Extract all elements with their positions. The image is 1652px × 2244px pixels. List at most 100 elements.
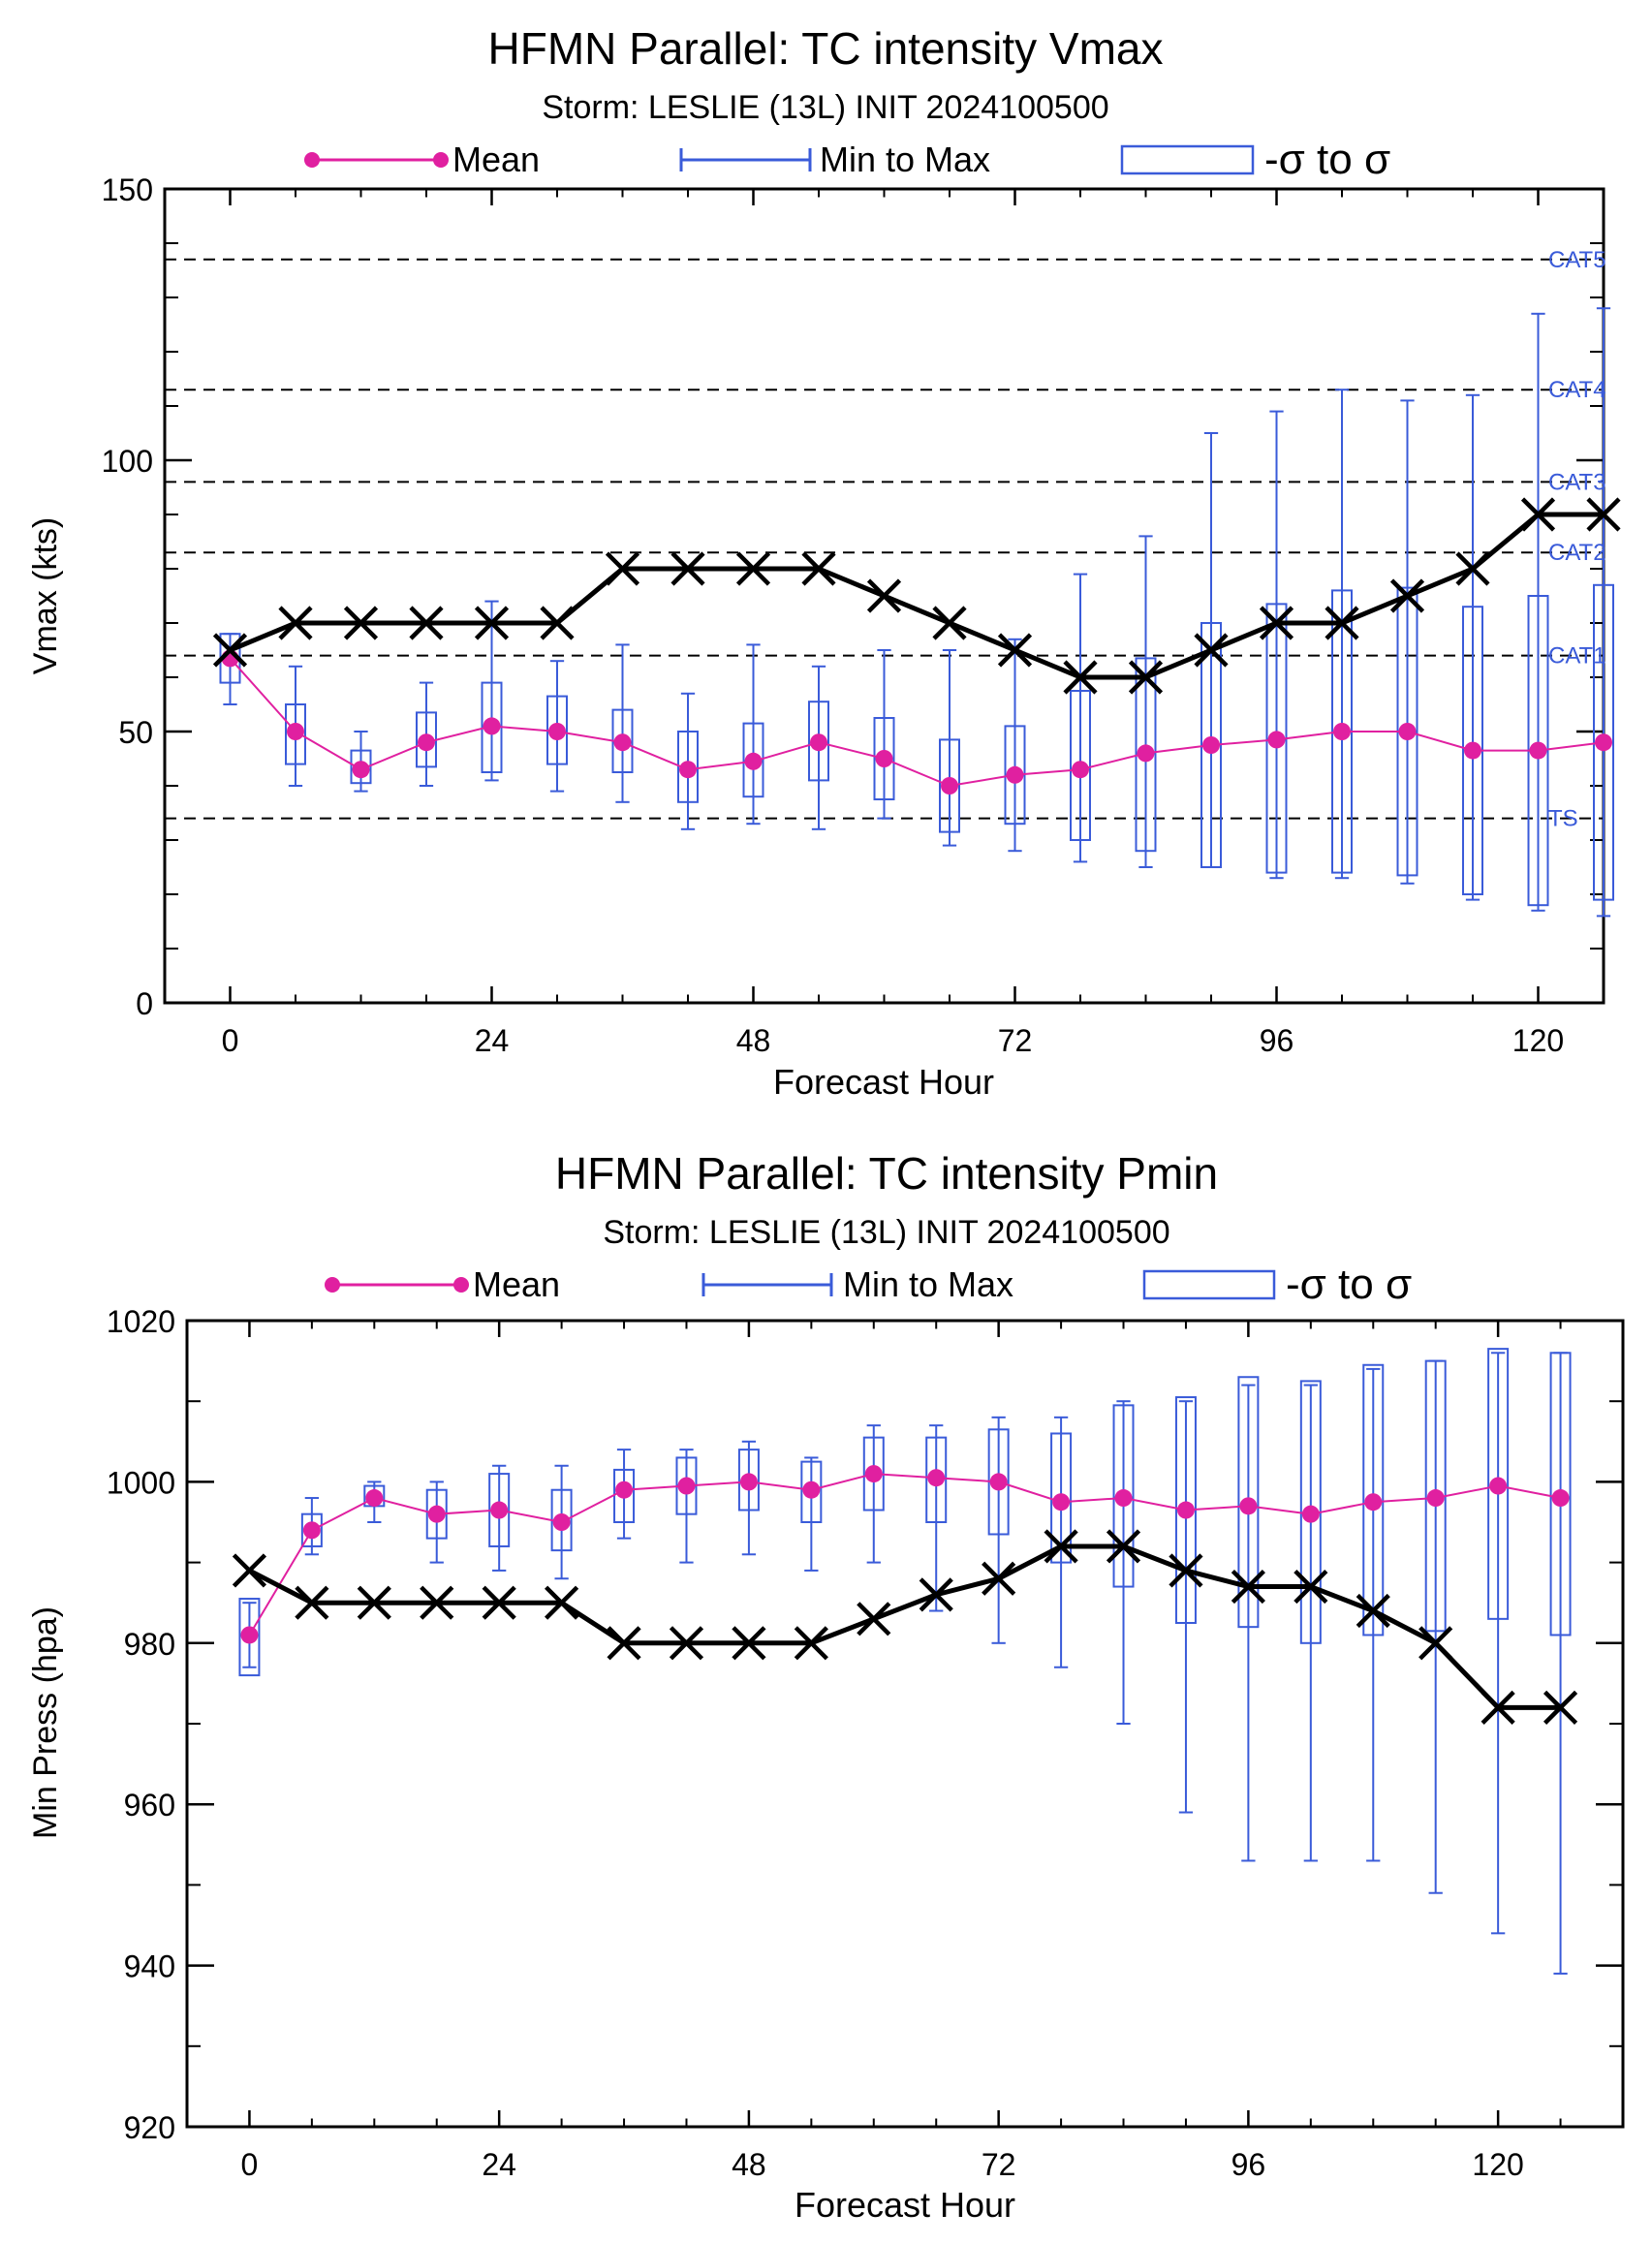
chart1-observed-line <box>229 512 1604 680</box>
chart1-observed-point <box>1063 660 1098 695</box>
chart1-mean-point <box>744 752 763 770</box>
chart2-mean-point <box>240 1626 259 1644</box>
chart1-mean-point <box>287 723 304 740</box>
chart2-observed-point <box>1294 1569 1328 1605</box>
chart1-observed-point <box>932 606 967 640</box>
chart1-sigma-box <box>1135 657 1157 853</box>
chart1-legend-mean-label: Mean <box>452 140 540 179</box>
chart2-frame <box>185 1319 1625 2129</box>
chart1-ylabel: Vmax (kts) <box>27 517 64 674</box>
chart1-observed-point <box>1128 660 1164 695</box>
chart2-ytick-label: 940 <box>124 1949 175 1984</box>
chart2-legend-sigma-box <box>1142 1269 1276 1300</box>
chart2-mean-point <box>677 1477 696 1495</box>
chart2-xtick-label: 120 <box>1472 2147 1523 2182</box>
chart2-legend-mean-label: Mean <box>473 1264 560 1304</box>
chart1-sigma-box <box>873 717 895 800</box>
chart1-mean-point <box>941 777 958 795</box>
chart1-mean-point <box>1202 736 1220 754</box>
chart2-mean-point <box>1114 1489 1133 1508</box>
chart1-mean-point <box>679 761 697 779</box>
chart2-ytick-label: 960 <box>124 1788 175 1823</box>
chart1-observed-point <box>1586 497 1621 532</box>
chart2-ytick-label: 920 <box>124 2110 175 2145</box>
chart1-mean-point <box>613 733 632 752</box>
chart1-mean-point <box>1333 723 1351 740</box>
chart1-mean-point <box>418 733 435 752</box>
chart2-observed-point <box>295 1585 329 1620</box>
chart2-sigma-box <box>737 1449 760 1512</box>
chart1-observed-point <box>1325 606 1359 640</box>
chart2-legend-mean-marker <box>325 1277 340 1293</box>
chart1-mean-point <box>1529 741 1547 760</box>
chart2-mean-point <box>365 1489 384 1508</box>
chart2-mean-point <box>1489 1477 1508 1495</box>
chart1-sigma-box <box>1593 583 1614 901</box>
chart1-sigma-box <box>677 731 699 803</box>
chart1-mean-point <box>548 723 566 740</box>
chart2-mean-point <box>490 1501 509 1519</box>
chart2-observed-point <box>1356 1593 1390 1629</box>
chart2-observed-point <box>1106 1529 1141 1564</box>
chart1-observed-point <box>997 633 1033 668</box>
chart1-xtick-label: 0 <box>222 1023 239 1058</box>
chart1-ytick-label: 100 <box>102 444 153 479</box>
chart1-observed-point <box>1455 551 1490 586</box>
chart2-observed-point <box>420 1585 454 1620</box>
chart2-mean-point <box>427 1505 446 1523</box>
chart2-sigma-box <box>1549 1352 1572 1636</box>
chart2-subtitle: Storm: LESLIE (13L) INIT 2024100500 <box>603 1214 1169 1251</box>
chart1-ref-label: CAT3 <box>1548 469 1606 495</box>
chart1-legend-minmax-label: Min to Max <box>820 140 990 179</box>
chart2-observed-point <box>1044 1529 1078 1564</box>
chart1-mean-point <box>1398 723 1417 740</box>
chart1-ref-label: TS <box>1548 806 1578 832</box>
chart2-xtick-label: 0 <box>241 2147 259 2182</box>
chart2-sigma-box <box>800 1460 823 1523</box>
chart2-observed-point <box>607 1626 641 1661</box>
chart1-ytick-label: 0 <box>136 986 153 1021</box>
chart2-mean-point <box>1239 1497 1258 1515</box>
chart2-mean-point <box>1176 1501 1195 1519</box>
chart1-mean-point <box>352 761 370 779</box>
chart2-sigma-box <box>925 1436 948 1524</box>
chart1-xtick-label: 72 <box>998 1023 1033 1058</box>
chart2-ytick-label: 980 <box>124 1627 175 1662</box>
chart2-observed-point <box>1231 1569 1265 1605</box>
chart1-mean-point <box>1072 761 1089 779</box>
chart2-observed-point <box>232 1553 267 1588</box>
chart2-observed-point <box>1543 1690 1578 1725</box>
chart2-mean-point <box>1364 1493 1383 1512</box>
chart2-mean-point <box>1301 1505 1320 1523</box>
chart1-observed-point <box>343 606 379 640</box>
chart2-observed-point <box>919 1577 953 1612</box>
chart1-mean-line <box>229 657 1605 788</box>
chart2-observed-point <box>982 1561 1016 1596</box>
chart2-ylabel: Min Press (hpa) <box>27 1606 64 1839</box>
chart1-legend-sigma-label: -σ to σ <box>1264 136 1390 183</box>
chart1-ref-label: CAT5 <box>1548 247 1606 273</box>
chart2-observed-point <box>1481 1690 1515 1725</box>
chart1-sigma-box <box>1070 690 1091 841</box>
chart1-sigma-box <box>350 749 372 785</box>
chart2-legend-minmax-label: Min to Max <box>843 1264 1013 1304</box>
chart1-observed-point <box>866 578 902 613</box>
chart1-sigma-box <box>285 703 306 765</box>
chart1-observed-point <box>212 633 248 668</box>
chart2-observed-point <box>357 1585 391 1620</box>
chart2-mean-point <box>739 1473 758 1491</box>
chart2-mean-point <box>302 1521 321 1540</box>
chart1-observed-point <box>409 606 444 640</box>
chart2-observed-point <box>482 1585 516 1620</box>
chart1-mean-point <box>810 733 827 752</box>
chart1-ytick-label: 150 <box>102 172 153 207</box>
chart2-xtick-label: 48 <box>732 2147 766 2182</box>
chart1-mean-point <box>1464 741 1481 760</box>
chart1-xtick-label: 120 <box>1512 1023 1564 1058</box>
chart2-observed-point <box>1169 1553 1203 1588</box>
chart1-legend-mean-marker <box>304 152 320 168</box>
chart1-xlabel: Forecast Hour <box>773 1062 994 1102</box>
chart1-ref-label: CAT2 <box>1548 540 1606 566</box>
chart2-xtick-label: 72 <box>982 2147 1016 2182</box>
